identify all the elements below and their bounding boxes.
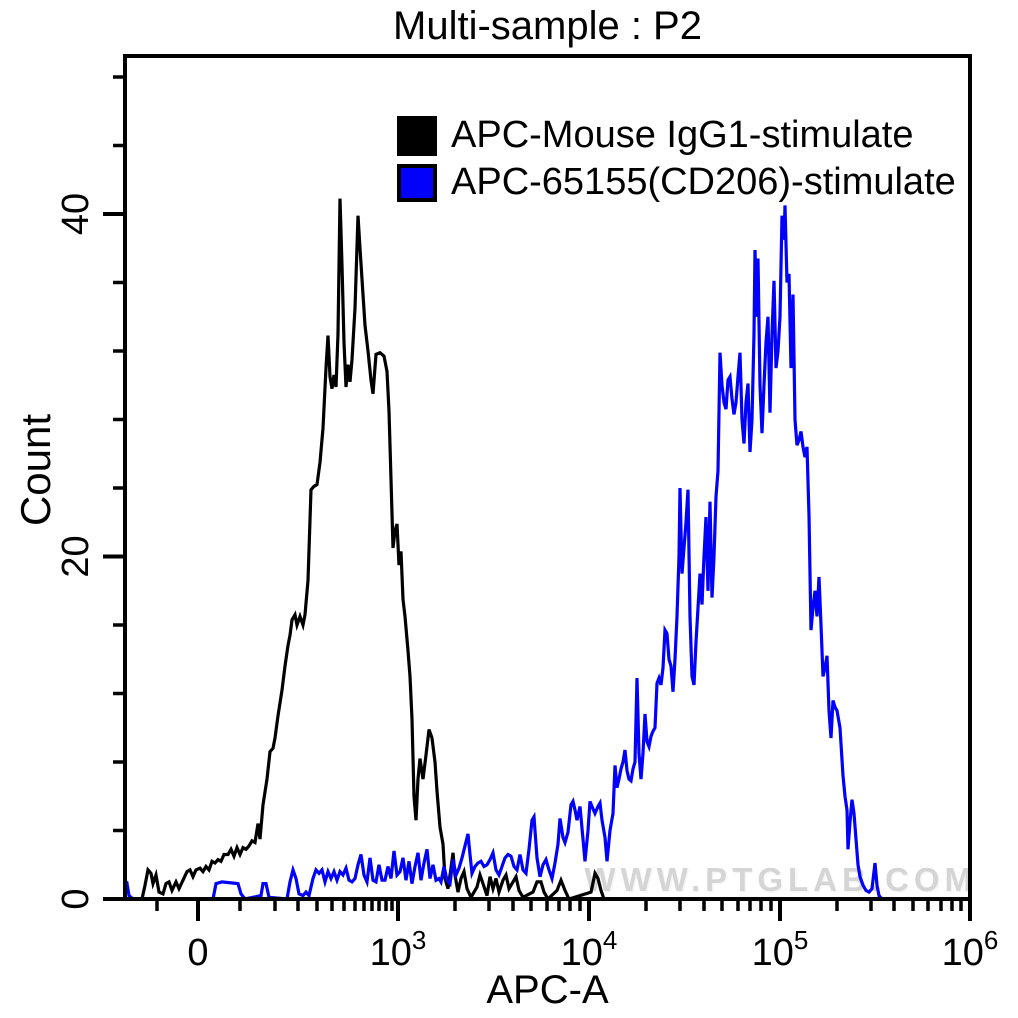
- x-tick-label: 0: [187, 932, 208, 974]
- series-curve-1: [123, 205, 970, 901]
- legend-item-igg1: APC-Mouse IgG1-stimulate: [397, 114, 956, 157]
- legend-item-cd206: APC-65155(CD206)-stimulate: [397, 161, 956, 203]
- y-axis-title: Count: [12, 413, 59, 527]
- watermark: WWW.PTGLAB.COM: [584, 861, 977, 898]
- x-axis-title: APC-A: [486, 968, 609, 1012]
- axis-ticks: [103, 75, 972, 921]
- x-tick-label: 103: [370, 925, 427, 974]
- axis-tick-labels: 0 103 104 105 106 0 20 40: [55, 193, 998, 974]
- legend-swatch-black: [397, 116, 437, 156]
- series-curve-0: [125, 198, 970, 902]
- y-tick-label: 20: [55, 535, 97, 577]
- x-tick-label: 105: [752, 925, 809, 974]
- histogram-curves: [123, 198, 970, 902]
- legend-label-igg1: APC-Mouse IgG1-stimulate: [451, 114, 914, 157]
- y-tick-label: 0: [55, 888, 97, 909]
- legend: APC-Mouse IgG1-stimulate APC-65155(CD206…: [397, 114, 956, 203]
- x-tick-label: 106: [942, 925, 999, 974]
- legend-swatch-blue: [397, 163, 437, 202]
- x-tick-label: 104: [561, 925, 618, 974]
- legend-label-cd206: APC-65155(CD206)-stimulate: [451, 161, 956, 203]
- page-title: Multi-sample : P2: [393, 4, 702, 48]
- y-tick-label: 40: [55, 193, 97, 235]
